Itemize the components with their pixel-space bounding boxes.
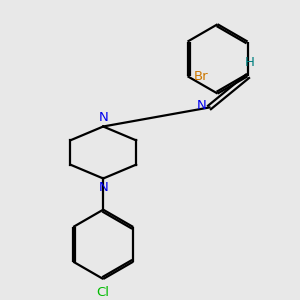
- Text: N: N: [98, 111, 108, 124]
- Text: H: H: [244, 56, 254, 69]
- Text: N: N: [196, 99, 206, 112]
- Text: Cl: Cl: [97, 286, 110, 299]
- Text: N: N: [98, 181, 108, 194]
- Text: Br: Br: [194, 70, 208, 83]
